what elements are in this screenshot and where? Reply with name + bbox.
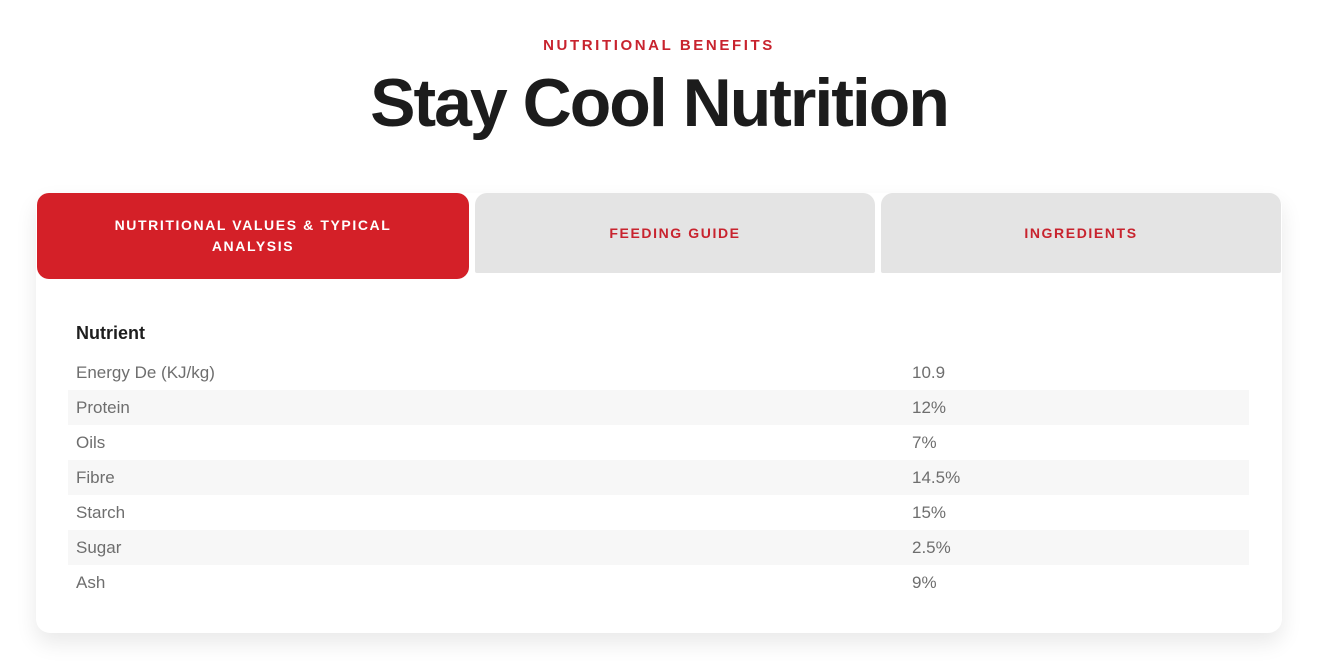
nutrient-label: Protein: [76, 397, 130, 417]
nutrition-card: NUTRITIONAL VALUES & TYPICAL ANALYSIS FE…: [36, 193, 1282, 634]
nutrient-value: 9%: [912, 572, 937, 592]
table-row: Energy De (KJ/kg) 10.9: [68, 355, 1249, 390]
table-row: Sugar 2.5%: [68, 530, 1249, 566]
nutrient-table: Energy De (KJ/kg) 10.9 Protein 12% Oils …: [68, 355, 1249, 600]
tab-nutritional-values[interactable]: NUTRITIONAL VALUES & TYPICAL ANALYSIS: [37, 193, 469, 280]
section-eyebrow: NUTRITIONAL BENEFITS: [543, 37, 775, 54]
nutrient-value: 2.5%: [912, 537, 951, 557]
nutrient-value: 7%: [912, 432, 937, 452]
table-header-nutrient: Nutrient: [76, 323, 145, 344]
page-title: Stay Cool Nutrition: [370, 65, 950, 141]
table-row: Oils 7%: [68, 425, 1249, 460]
table-row: Fibre 14.5%: [68, 460, 1249, 496]
hero-section: NUTRITIONAL BENEFITS Stay Cool Nutrition: [0, 0, 1318, 139]
nutrient-label: Starch: [76, 502, 126, 522]
nutrient-value: 12%: [912, 397, 947, 417]
nutrient-label: Oils: [76, 432, 106, 452]
nutrient-label: Energy De (KJ/kg): [76, 362, 215, 382]
table-row: Starch 15%: [68, 495, 1249, 530]
table-row: Protein 12%: [68, 390, 1249, 426]
table-row: Ash 9%: [68, 565, 1249, 600]
nutrient-value: 10.9: [912, 362, 946, 382]
nutrient-label: Sugar: [76, 537, 122, 557]
nutrient-value: 15%: [912, 502, 947, 522]
nutrient-label: Ash: [76, 572, 106, 592]
nutrient-value: 14.5%: [912, 467, 961, 487]
nutrition-panel: Nutrient Energy De (KJ/kg) 10.9 Protein …: [36, 279, 1282, 600]
tab-feeding-guide[interactable]: FEEDING GUIDE: [475, 193, 875, 274]
tab-bar: NUTRITIONAL VALUES & TYPICAL ANALYSIS FE…: [36, 193, 1282, 280]
nutrient-label: Fibre: [76, 467, 115, 487]
tab-ingredients[interactable]: INGREDIENTS: [881, 193, 1281, 274]
